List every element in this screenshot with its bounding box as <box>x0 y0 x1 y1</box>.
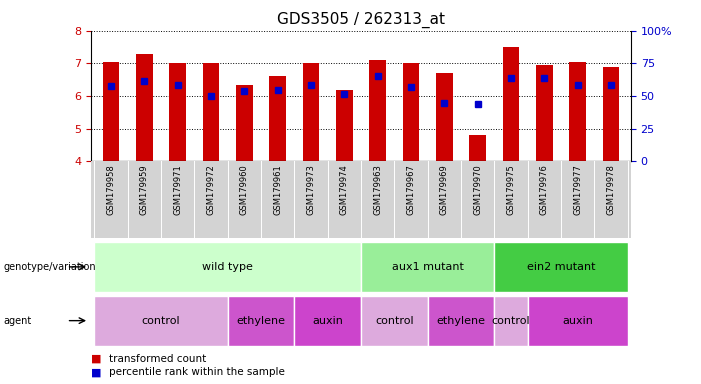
Bar <box>236 84 253 161</box>
Text: GSM179969: GSM179969 <box>440 164 449 215</box>
Text: GSM179973: GSM179973 <box>306 164 315 215</box>
Text: wild type: wild type <box>203 262 253 272</box>
Text: aux1 mutant: aux1 mutant <box>392 262 463 272</box>
Text: GSM179967: GSM179967 <box>407 164 416 215</box>
Text: GSM179971: GSM179971 <box>173 164 182 215</box>
Text: percentile rank within the sample: percentile rank within the sample <box>109 367 285 377</box>
Text: GSM179963: GSM179963 <box>373 164 382 215</box>
Bar <box>303 63 320 161</box>
Bar <box>494 242 627 292</box>
Text: GSM179972: GSM179972 <box>207 164 216 215</box>
Text: control: control <box>491 316 530 326</box>
Text: ■: ■ <box>91 354 102 364</box>
Text: GSM179977: GSM179977 <box>573 164 582 215</box>
Bar <box>469 135 486 161</box>
Bar <box>203 63 219 161</box>
Text: auxin: auxin <box>312 316 343 326</box>
Bar <box>103 62 119 161</box>
Text: GSM179970: GSM179970 <box>473 164 482 215</box>
Bar <box>170 63 186 161</box>
Bar <box>95 296 228 346</box>
Bar <box>503 47 519 161</box>
Text: GSM179978: GSM179978 <box>606 164 615 215</box>
Text: ethylene: ethylene <box>236 316 285 326</box>
Bar <box>294 296 361 346</box>
Bar <box>402 63 419 161</box>
Text: GSM179976: GSM179976 <box>540 164 549 215</box>
Text: genotype/variation: genotype/variation <box>4 262 96 272</box>
Text: control: control <box>142 316 180 326</box>
Bar <box>136 54 153 161</box>
Bar <box>228 296 294 346</box>
Bar <box>436 73 453 161</box>
Bar <box>494 296 528 346</box>
Bar <box>336 90 353 161</box>
Text: GSM179958: GSM179958 <box>107 164 116 215</box>
Text: ■: ■ <box>91 367 102 377</box>
Text: ein2 mutant: ein2 mutant <box>526 262 595 272</box>
Bar <box>569 62 586 161</box>
Text: auxin: auxin <box>562 316 593 326</box>
Bar <box>428 296 494 346</box>
Bar <box>361 242 494 292</box>
Text: GSM179959: GSM179959 <box>140 164 149 215</box>
Bar <box>369 60 386 161</box>
Text: control: control <box>375 316 414 326</box>
Bar <box>361 296 428 346</box>
Bar <box>269 76 286 161</box>
Bar <box>528 296 627 346</box>
Title: GDS3505 / 262313_at: GDS3505 / 262313_at <box>277 12 445 28</box>
Bar <box>536 65 552 161</box>
Text: ethylene: ethylene <box>437 316 486 326</box>
Text: transformed count: transformed count <box>109 354 206 364</box>
Bar <box>603 67 619 161</box>
Bar <box>95 242 361 292</box>
Text: GSM179960: GSM179960 <box>240 164 249 215</box>
Text: agent: agent <box>4 316 32 326</box>
Text: GSM179974: GSM179974 <box>340 164 349 215</box>
Text: GSM179961: GSM179961 <box>273 164 283 215</box>
Text: GSM179975: GSM179975 <box>506 164 515 215</box>
